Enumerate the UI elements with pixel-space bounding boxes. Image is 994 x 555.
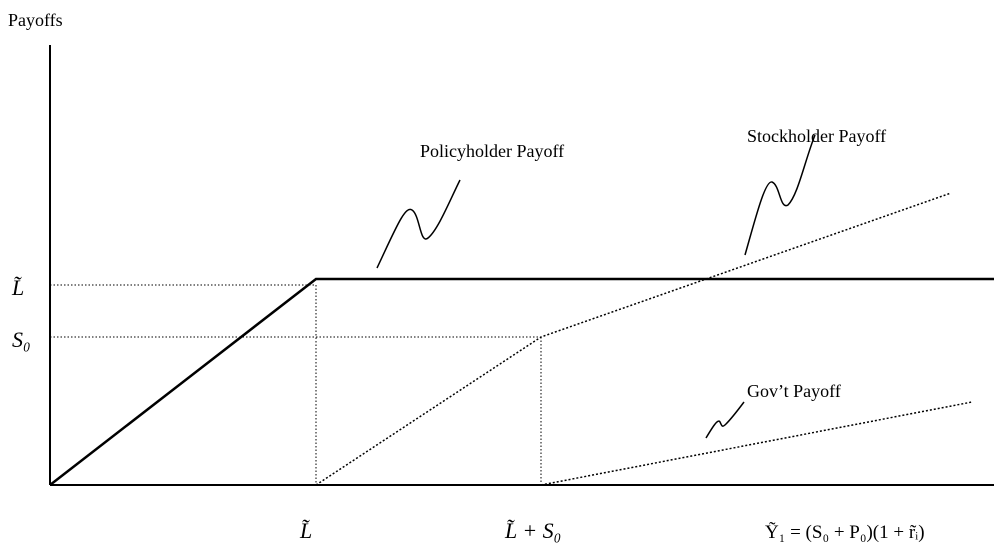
stockholder-line [315, 192, 952, 486]
x-label: Ỹ₁ = (S₀ + P₀)(1 + r̃ᵢ) [765, 521, 925, 543]
x-label: L̃ [299, 518, 312, 543]
annotation: Stockholder Payoff [747, 126, 886, 146]
y-label: S₀ [12, 327, 31, 352]
annotation: Policyholder Payoff [420, 141, 564, 161]
x-label: L̃ + S₀ [504, 518, 561, 543]
pointer [376, 179, 461, 269]
govt-line [540, 401, 973, 486]
pointer [744, 134, 816, 256]
y-axis-label: Payoffs [8, 10, 63, 30]
pointer [705, 401, 745, 439]
policyholder-line [49, 277, 994, 486]
annotation: Gov’t Payoff [747, 381, 841, 401]
y-label: L̃ [11, 275, 24, 300]
